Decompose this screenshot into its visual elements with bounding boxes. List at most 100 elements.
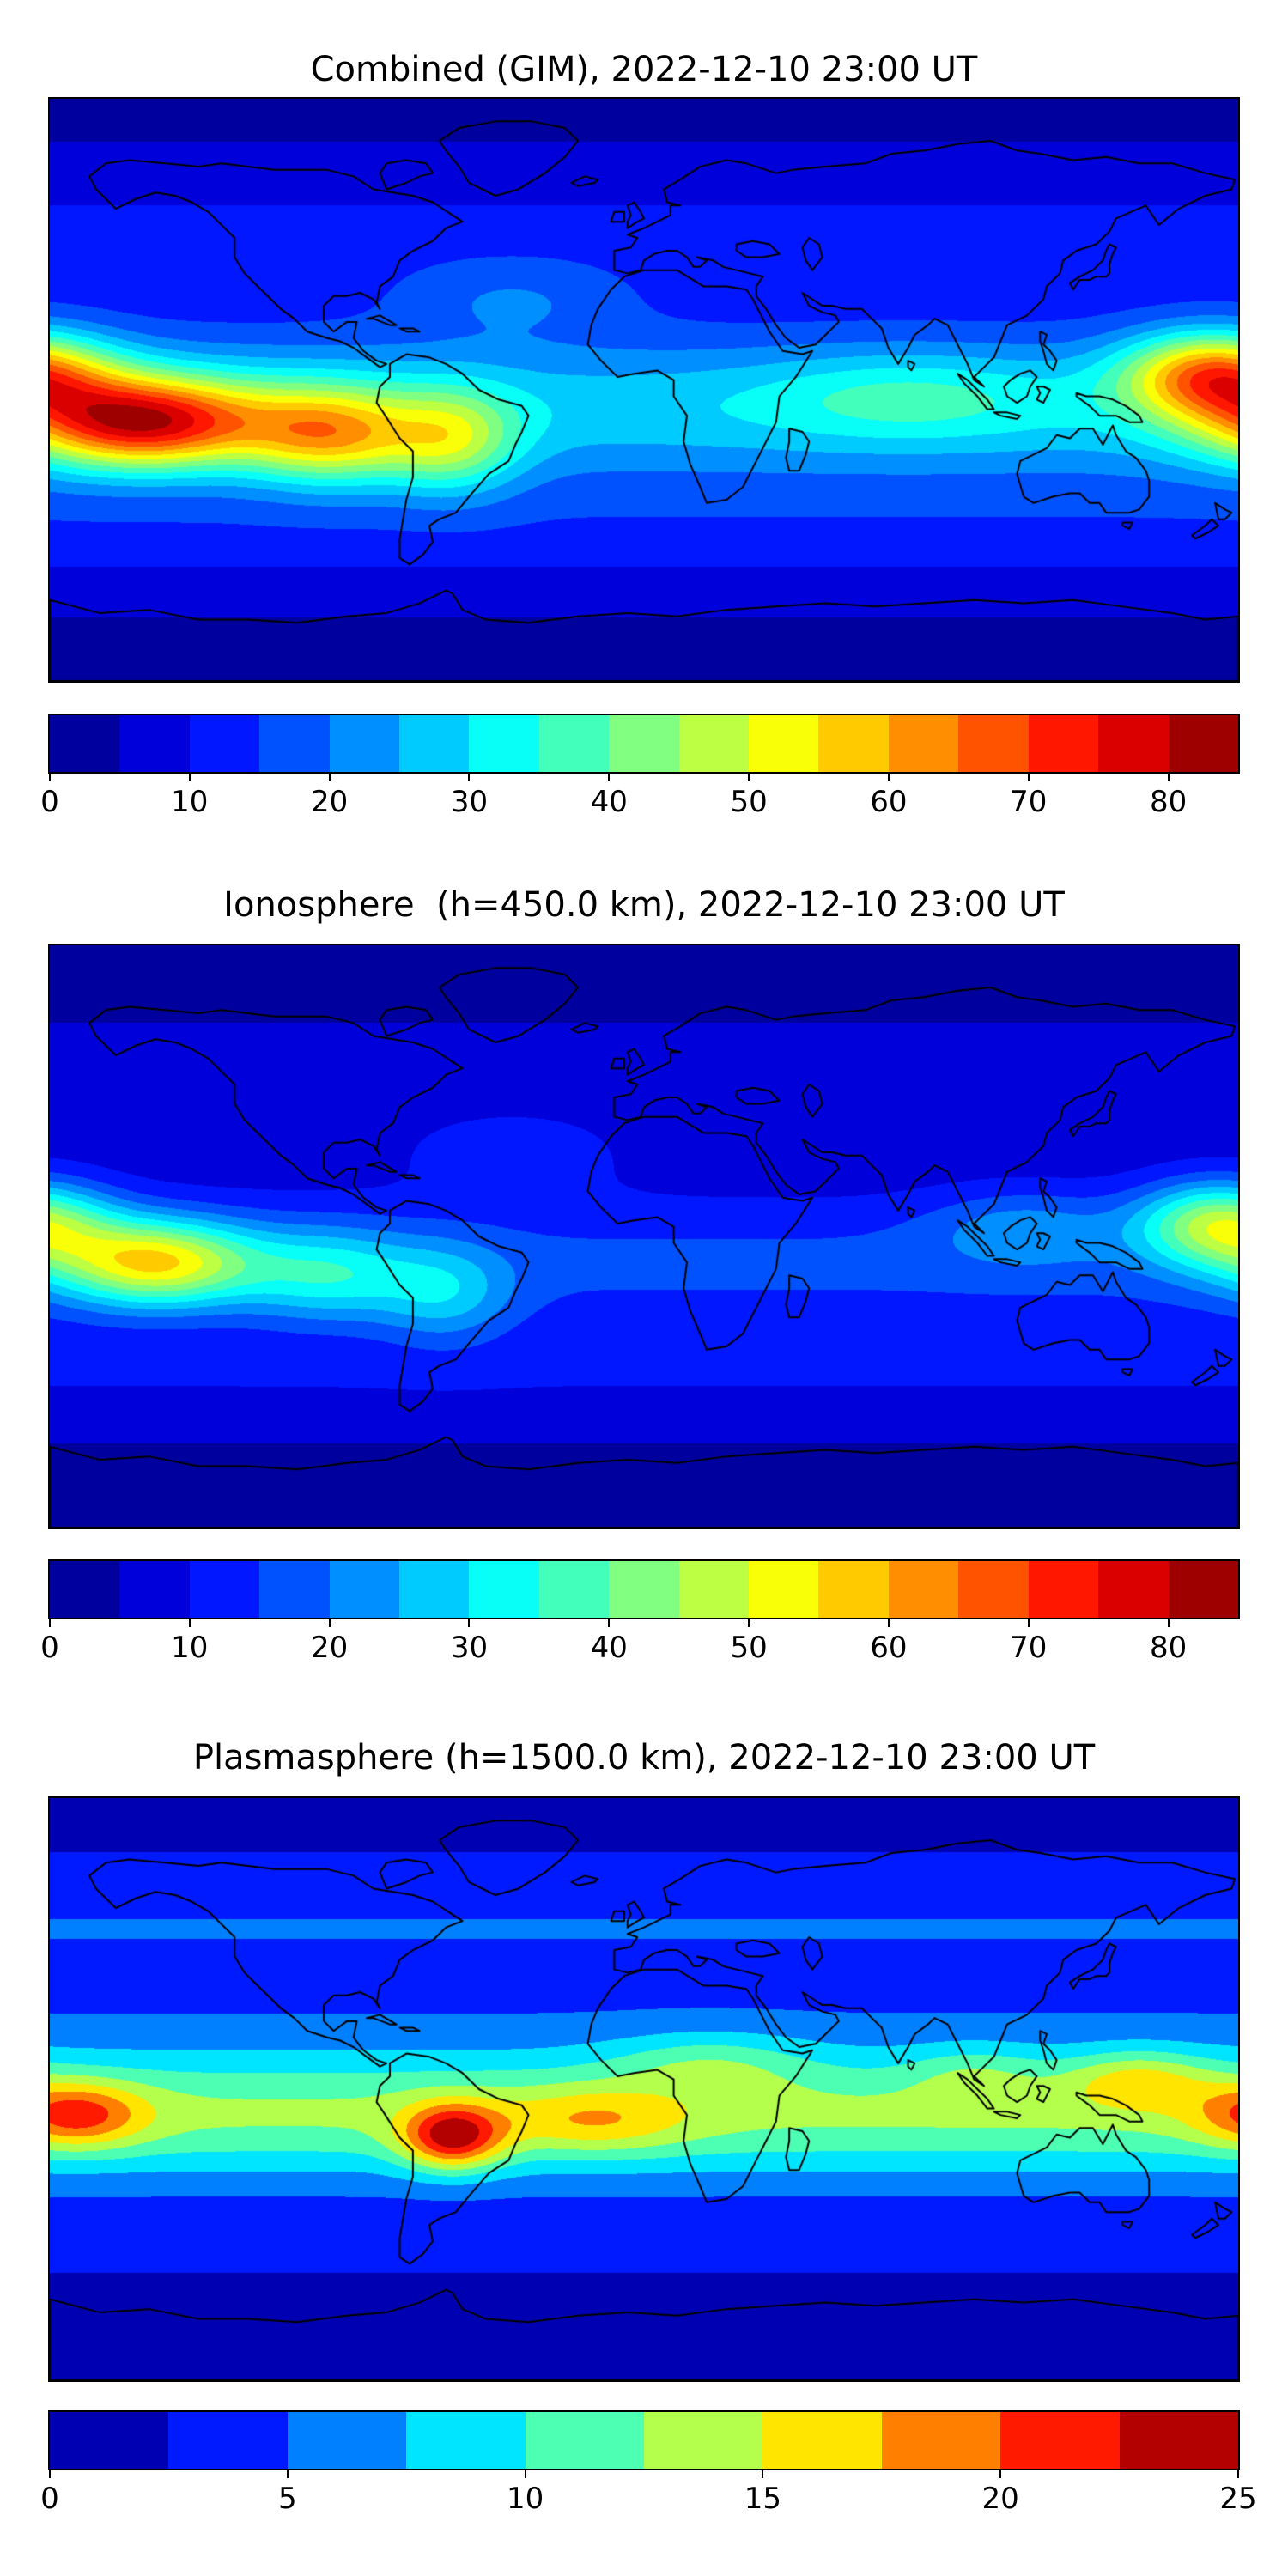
colorbar-tickmark <box>999 2470 1002 2478</box>
colorbar-ionosphere <box>48 1559 1240 1619</box>
colorbar-segment <box>609 1561 679 1618</box>
colorbar-segment <box>644 2412 763 2469</box>
colorbar-tick-label: 70 <box>1010 785 1048 819</box>
colorbar-segment <box>469 715 539 772</box>
colorbar-tick-label: 20 <box>981 2482 1019 2516</box>
colorbar-tick-label: 70 <box>1010 1631 1048 1665</box>
colorbar-plasmasphere <box>48 2410 1240 2470</box>
map-plasmasphere <box>48 1796 1240 2382</box>
colorbar-tick-label: 0 <box>40 785 59 819</box>
colorbar-segment <box>119 715 190 772</box>
colorbar-segment <box>1168 1561 1238 1618</box>
colorbar-ticks-ionosphere: 0 10 20 30 40 50 60 70 80 <box>40 1619 1238 1680</box>
colorbar-segment <box>958 1561 1029 1618</box>
colorbar-tickmark <box>1237 2470 1239 2478</box>
colorbar-segment <box>406 2412 526 2469</box>
colorbar-tick-label: 50 <box>730 785 768 819</box>
colorbar-segment <box>329 715 400 772</box>
colorbar-tickmark <box>468 774 471 781</box>
colorbar-segment <box>259 1561 330 1618</box>
colorbar-segment <box>50 715 120 772</box>
colorbar-tick-label: 0 <box>40 2482 59 2516</box>
colorbar-tickmark <box>1167 774 1170 781</box>
colorbar-tickmark <box>1167 1619 1170 1627</box>
colorbar-segment <box>399 715 470 772</box>
colorbar-tick-label: 20 <box>311 1631 349 1665</box>
colorbar-segment <box>1098 715 1169 772</box>
colorbar-tickmark <box>49 1619 51 1627</box>
colorbar-tick-label: 40 <box>590 1631 628 1665</box>
colorbar-tickmark <box>188 774 191 781</box>
colorbar-segment <box>329 1561 400 1618</box>
colorbar-tickmark <box>328 1619 331 1627</box>
colorbar-segment <box>762 2412 882 2469</box>
colorbar-segment <box>749 715 819 772</box>
colorbar-segment <box>609 715 679 772</box>
colorbar-tickmark <box>286 2470 289 2478</box>
colorbar-ticks-combined: 0 10 20 30 40 50 60 70 80 <box>40 774 1238 834</box>
colorbar-segment <box>50 1561 120 1618</box>
colorbar-ticks-plasmasphere: 0 5 10 15 20 25 <box>40 2470 1257 2530</box>
colorbar-segment <box>525 2412 645 2469</box>
colorbar-tickmark <box>468 1619 471 1627</box>
panel-title-ionosphere: Ionosphere (h=450.0 km), 2022-12-10 23:0… <box>223 885 1065 925</box>
colorbar-segment <box>119 1561 190 1618</box>
map-canvas-ionosphere <box>50 945 1238 1528</box>
map-ionosphere <box>48 944 1240 1529</box>
colorbar-tickmark <box>887 774 890 781</box>
colorbar-tickmark <box>608 1619 611 1627</box>
colorbar-segment <box>1028 715 1099 772</box>
colorbar-tickmark <box>524 2470 526 2478</box>
colorbar-segment <box>888 715 959 772</box>
colorbar-tick-label: 15 <box>744 2482 782 2516</box>
colorbar-tick-label: 0 <box>40 1631 59 1665</box>
colorbar-tick-label: 10 <box>506 2482 544 2516</box>
colorbar-tick-label: 10 <box>171 785 209 819</box>
colorbar-tick-label: 60 <box>870 1631 908 1665</box>
map-combined <box>48 97 1240 683</box>
colorbar-segment <box>749 1561 819 1618</box>
colorbar-segment <box>1098 1561 1169 1618</box>
colorbar-tickmark <box>608 774 611 781</box>
colorbar-tick-label: 25 <box>1219 2482 1257 2516</box>
colorbar-tick-label: 50 <box>730 1631 768 1665</box>
colorbar-segment <box>881 2412 1001 2469</box>
colorbar-segment <box>1000 2412 1120 2469</box>
colorbar-tickmark <box>49 774 51 781</box>
colorbar-tick-label: 20 <box>311 785 349 819</box>
colorbar-segment <box>678 715 750 772</box>
colorbar-segment <box>678 1561 750 1618</box>
colorbar-segment <box>50 2412 169 2469</box>
colorbar-segment <box>399 1561 470 1618</box>
colorbar-segment <box>888 1561 959 1618</box>
colorbar-tick-label: 30 <box>450 785 489 819</box>
colorbar-segment <box>538 715 610 772</box>
colorbar-tick-label: 30 <box>450 1631 489 1665</box>
colorbar-tick-label: 10 <box>171 1631 209 1665</box>
colorbar-segment <box>818 715 889 772</box>
panel-title-plasmasphere: Plasmasphere (h=1500.0 km), 2022-12-10 2… <box>192 1738 1096 1777</box>
panel-title-combined: Combined (GIM), 2022-12-10 23:00 UT <box>310 50 978 89</box>
map-canvas-combined <box>50 99 1238 681</box>
map-canvas-plasmasphere <box>50 1798 1238 2380</box>
colorbar-segment <box>189 715 260 772</box>
colorbar-segment <box>1028 1561 1099 1618</box>
colorbar-segment <box>189 1561 260 1618</box>
colorbar-tickmark <box>188 1619 191 1627</box>
colorbar-segment <box>1119 2412 1239 2469</box>
colorbar-combined <box>48 714 1240 774</box>
colorbar-segment <box>259 715 330 772</box>
colorbar-segment <box>538 1561 610 1618</box>
colorbar-segment <box>958 715 1029 772</box>
colorbar-tickmark <box>748 1619 750 1627</box>
colorbar-tickmark <box>748 774 750 781</box>
colorbar-tick-label: 80 <box>1149 785 1188 819</box>
colorbar-tickmark <box>762 2470 764 2478</box>
colorbar-segment <box>818 1561 889 1618</box>
colorbar-tick-label: 40 <box>590 785 628 819</box>
colorbar-tickmark <box>1027 1619 1030 1627</box>
colorbar-tickmark <box>49 2470 51 2478</box>
colorbar-tickmark <box>328 774 331 781</box>
colorbar-segment <box>1168 715 1238 772</box>
colorbar-segment <box>287 2412 407 2469</box>
